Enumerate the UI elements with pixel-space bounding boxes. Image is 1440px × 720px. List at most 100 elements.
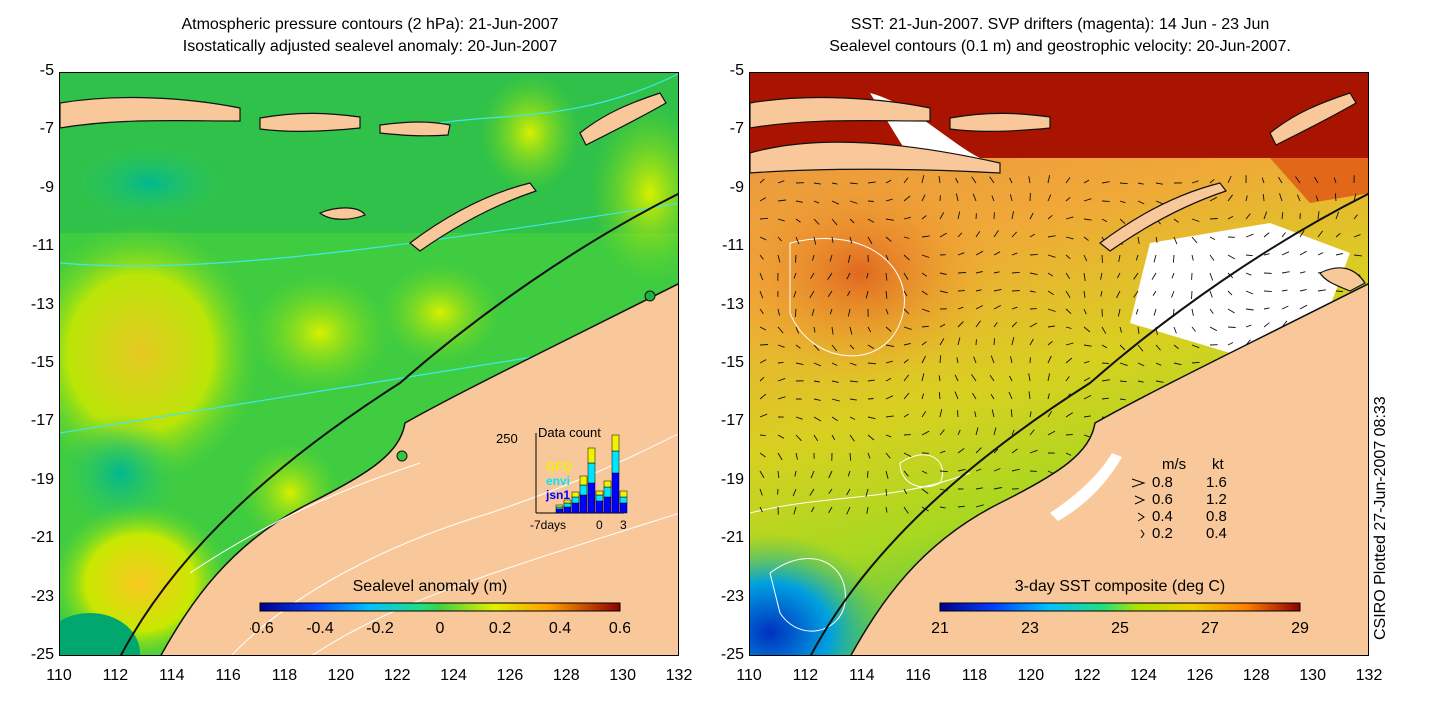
geostrophic-velocity-arrow [1209,308,1214,314]
right-title-line2: Sealevel contours (0.1 m) and geostrophi… [829,38,1291,55]
sealevel-colorbar-label: Sealevel anomaly (m) [353,578,508,595]
right-x-tick-label: 126 [1186,667,1214,684]
geostrophic-velocity-arrow [1011,321,1018,328]
data-count-bar [579,484,588,496]
data-count-bar [611,450,620,474]
left-y-tick-label: -23 [30,587,54,605]
geostrophic-velocity-arrow [957,272,967,274]
geostrophic-velocity-arrow [813,344,820,352]
data-count-bar [603,486,612,498]
geostrophic-velocity-arrow [993,288,1002,292]
geostrophic-velocity-arrow [1119,182,1128,185]
geostrophic-velocity-arrow [1263,232,1270,238]
velocity-legend-kt-header: kt [1212,456,1225,473]
geostrophic-velocity-arrow [1245,324,1252,328]
geostrophic-velocity-arrow [1227,254,1236,260]
geostrophic-velocity-arrow [1116,290,1121,299]
geostrophic-velocity-arrow [849,236,853,244]
geostrophic-velocity-arrow [1029,338,1034,346]
geostrophic-velocity-arrow [866,506,869,514]
data-count-bar [603,496,612,514]
geostrophic-velocity-arrow [1227,326,1236,328]
geostrophic-velocity-arrow [1245,272,1252,276]
geostrophic-velocity-arrow [1153,254,1157,263]
geostrophic-velocity-arrow [759,359,767,364]
geostrophic-velocity-arrow [885,415,894,418]
geostrophic-velocity-arrow [1155,362,1162,366]
left-x-tick-label: 126 [496,667,524,684]
velocity-legend-arrow [1131,478,1146,488]
geostrophic-velocity-arrow [993,305,1002,310]
geostrophic-velocity-arrow [903,290,908,297]
geostrophic-velocity-arrow [866,272,869,279]
geostrophic-velocity-arrow [989,176,995,184]
geostrophic-velocity-arrow [811,308,815,316]
geostrophic-velocity-arrow [1227,175,1232,184]
geostrophic-velocity-arrow [777,180,785,184]
geostrophic-velocity-arrow [1047,325,1055,328]
geostrophic-velocity-arrow [831,416,839,422]
data-count-y-max: 250 [496,431,518,446]
geostrophic-velocity-arrow [1171,290,1175,298]
geostrophic-velocity-arrow [1155,380,1164,383]
geostrophic-velocity-arrow [903,342,911,346]
geostrophic-velocity-arrow [1279,193,1283,202]
geostrophic-velocity-arrow [759,308,764,314]
geostrophic-velocity-arrow [1335,211,1340,220]
sealevel-colorbar-tick-label: -0.6 [250,620,274,637]
geostrophic-velocity-arrow [957,505,965,508]
geostrophic-velocity-arrow [939,338,945,346]
geostrophic-velocity-arrow [1191,180,1199,184]
geostrophic-velocity-arrow [885,290,888,299]
geostrophic-velocity-arrow [794,308,797,318]
geostrophic-velocity-arrow [1065,393,1071,400]
left-y-tick-label: -17 [30,412,54,430]
geostrophic-velocity-arrow [939,450,946,454]
geostrophic-velocity-arrow [1065,272,1071,280]
geostrophic-velocity-arrow [1281,271,1290,274]
geostrophic-velocity-arrow [1083,415,1091,418]
geostrophic-velocity-arrow [903,254,910,261]
geostrophic-velocity-arrow [1171,272,1175,279]
geostrophic-velocity-arrow [957,232,963,238]
geostrophic-velocity-arrow [1245,308,1254,311]
geostrophic-velocity-arrow [759,376,765,382]
left-y-tick-label: -25 [30,646,54,663]
geostrophic-velocity-arrow [813,200,820,204]
geostrophic-velocity-arrow [1028,373,1031,382]
velocity-legend-kt-value: 1.2 [1206,491,1227,508]
geostrophic-velocity-arrow [993,251,1001,256]
geostrophic-velocity-arrow [972,392,977,400]
sst-colorbar-tick-label: 27 [1201,620,1219,637]
right-y-tick-label: -23 [720,587,744,605]
right-x-tick-label: 132 [1355,667,1383,684]
geostrophic-velocity-arrow [1119,200,1126,204]
left-y-tick-label: -9 [39,178,54,196]
geostrophic-velocity-arrow [867,398,874,400]
geostrophic-velocity-arrow [939,429,945,436]
geostrophic-velocity-arrow [903,272,909,280]
geostrophic-velocity-arrow [813,362,822,367]
geostrophic-velocity-arrow [991,409,995,418]
geostrophic-velocity-arrow [867,200,874,202]
geostrophic-velocity-arrow [975,305,984,310]
velocity-legend: m/s kt 0.8 1.60.6 1.20.4 0.80.2 0.4 [1131,456,1227,542]
geostrophic-velocity-arrow [1029,212,1034,220]
geostrophic-velocity-arrow [903,488,908,495]
geostrophic-velocity-arrow [903,506,909,514]
geostrophic-velocity-arrow [921,272,927,277]
geostrophic-velocity-arrow [865,488,869,497]
geostrophic-velocity-arrow [921,341,927,346]
left-x-tick-label: 128 [552,667,580,684]
geostrophic-velocity-arrow [1227,308,1235,314]
geostrophic-velocity-arrow [903,236,910,239]
geostrophic-velocity-arrow [759,254,764,260]
right-x-tick-label: 114 [848,667,875,684]
geostrophic-velocity-arrow [867,434,875,441]
right-y-tick-label: -9 [729,178,744,196]
geostrophic-velocity-arrow [1317,230,1324,238]
geostrophic-velocity-arrow [1119,218,1126,225]
right-x-tick-label: 122 [1073,667,1101,684]
geostrophic-velocity-arrow [1299,271,1306,274]
geostrophic-velocity-arrow [1047,254,1056,258]
